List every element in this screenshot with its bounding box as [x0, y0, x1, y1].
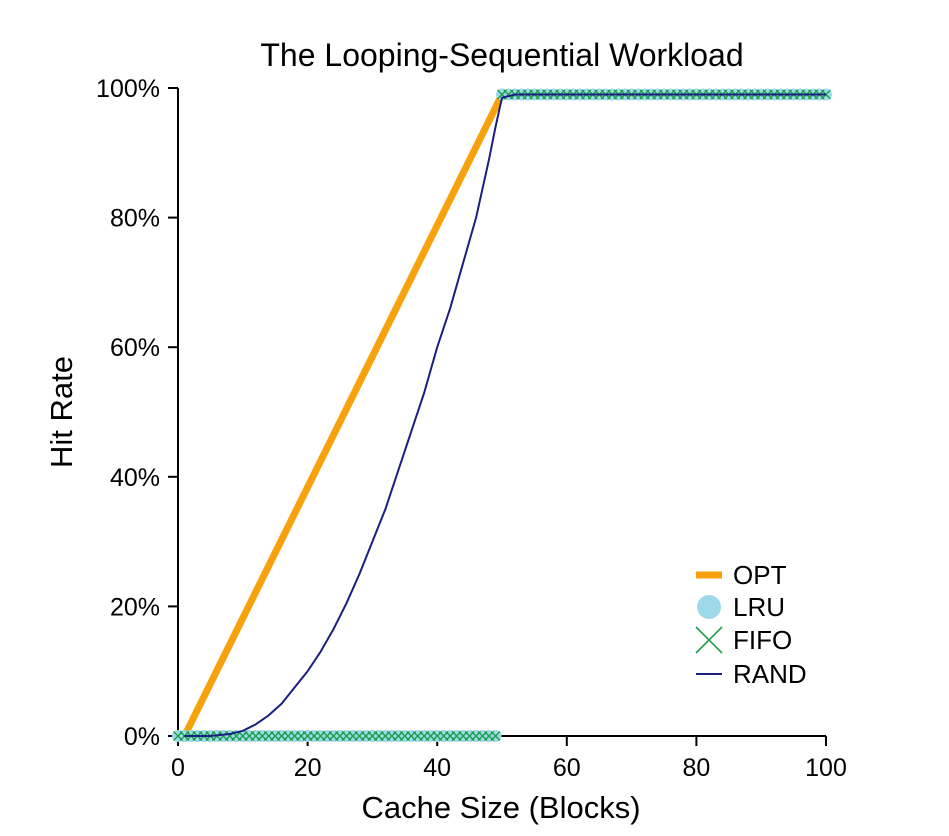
- legend-label-rand: RAND: [733, 659, 807, 689]
- y-tick-label: 20%: [110, 593, 160, 621]
- x-tick-label: 20: [294, 754, 322, 782]
- x-tick-label: 40: [423, 754, 451, 782]
- x-axis-label: Cache Size (Blocks): [361, 790, 640, 825]
- x-tick-label: 100: [805, 754, 847, 782]
- x-tick-label: 80: [682, 754, 710, 782]
- y-tick-label: 0%: [124, 723, 160, 751]
- x-tick-label: 0: [171, 754, 185, 782]
- legend-item-rand: RAND: [696, 659, 807, 689]
- fifo-point: [490, 731, 501, 741]
- legend-item-opt: OPT: [696, 560, 787, 590]
- legend-item-fifo: FIFO: [695, 625, 792, 655]
- y-tick-label: 40%: [110, 464, 160, 492]
- legend-swatch-lru: [697, 595, 721, 619]
- legend-label-lru: LRU: [733, 592, 785, 622]
- axes: 0% 20% 40% 60% 80% 100% 0 20 40 60 80 100: [96, 75, 847, 782]
- series-opt-line: [181, 90, 826, 738]
- x-tick-label: 60: [553, 754, 581, 782]
- y-tick-label: 80%: [110, 205, 160, 233]
- y-tick-label: 100%: [96, 75, 160, 103]
- legend-label-fifo: FIFO: [733, 625, 792, 655]
- y-axis-label: Hit Rate: [44, 356, 79, 468]
- legend-swatch-fifo: [695, 626, 723, 654]
- series-rand-line: [184, 93, 826, 737]
- chart-title: The Looping-Sequential Workload: [260, 37, 743, 73]
- plot-area: [172, 88, 832, 742]
- legend-label-opt: OPT: [733, 560, 787, 590]
- legend-item-lru: LRU: [697, 592, 785, 622]
- series-fifo: [173, 89, 831, 741]
- y-tick-label: 60%: [110, 334, 160, 362]
